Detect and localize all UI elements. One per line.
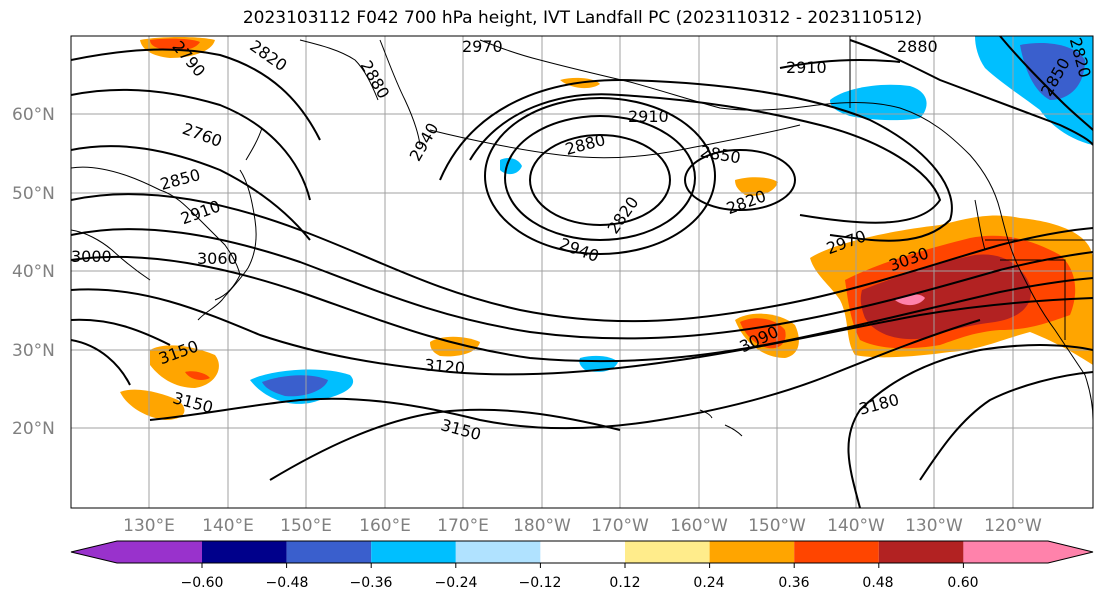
colorbar-outline	[70, 540, 1094, 564]
lon-label: 130°E	[123, 516, 175, 536]
contour-label: 3120	[424, 355, 466, 377]
lon-label: 160°W	[670, 516, 728, 536]
colorbar-segment	[202, 541, 287, 563]
plot-frame	[70, 35, 1094, 509]
contour-label: 3060	[197, 249, 238, 268]
colorbar-tick-label: 0.48	[862, 575, 893, 591]
colorbar-ticks: −0.60 −0.48 −0.36 −0.24 −0.12 0.12 0.24 …	[181, 575, 979, 591]
colorbar-extend-low	[71, 541, 117, 563]
lat-label: 60°N	[12, 105, 55, 125]
lat-label: 30°N	[12, 341, 55, 361]
map-title: 2023103112 F042 700 hPa height, IVT Land…	[242, 8, 923, 28]
lon-label: 140°E	[202, 516, 254, 536]
lon-label: 140°W	[827, 516, 885, 536]
lat-label: 50°N	[12, 184, 55, 204]
colorbar-tick-label: 0.24	[693, 575, 724, 591]
lon-label: 180°W	[513, 516, 571, 536]
latitude-labels: 60°N 50°N 40°N 30°N 20°N	[12, 105, 55, 439]
colorbar-segment	[794, 541, 879, 563]
contour-label: 2910	[628, 107, 669, 126]
colorbar-tick-label: 0.60	[947, 575, 978, 591]
ivt-shading	[120, 36, 1093, 420]
lon-label: 150°W	[748, 516, 806, 536]
contour-label: 3000	[71, 247, 112, 266]
lon-label: 160°E	[359, 516, 411, 536]
colorbar-segment	[709, 541, 795, 563]
lon-label: 150°E	[280, 516, 332, 536]
colorbar-segment	[455, 541, 541, 563]
colorbar-segment	[371, 541, 456, 563]
colorbar-segment	[540, 541, 625, 563]
lon-label: 120°W	[984, 516, 1042, 536]
colorbar-tick-label: 0.36	[778, 575, 809, 591]
contour-label: 2880	[897, 37, 938, 56]
colorbar-extend-high	[1048, 541, 1093, 563]
contour-label: 2970	[462, 37, 503, 56]
lat-label: 40°N	[12, 262, 55, 282]
longitude-labels: 130°E 140°E 150°E 160°E 170°E 180°W 170°…	[123, 516, 1042, 536]
colorbar-tick-label: −0.48	[266, 575, 309, 591]
colorbar-segment	[625, 541, 710, 563]
contour-label: 2910	[786, 58, 827, 77]
lon-label: 170°E	[437, 516, 489, 536]
colorbar-segment	[117, 541, 202, 563]
contour-labels: 2790 2820 2880 2970 2880 2910 2760 2940 …	[71, 36, 1093, 444]
height-contours	[71, 36, 1093, 508]
colorbar-tick-label: 0.12	[609, 575, 640, 591]
lon-label: 170°W	[591, 516, 649, 536]
colorbar-tick-label: −0.60	[181, 575, 224, 591]
colorbar-segment	[878, 541, 964, 563]
colorbar-tick-label: −0.36	[350, 575, 393, 591]
lat-label: 20°N	[12, 419, 55, 439]
colorbar-segment	[963, 541, 1048, 563]
lon-label: 130°W	[905, 516, 963, 536]
colorbar-tick-label: −0.12	[519, 575, 562, 591]
colorbar	[70, 540, 1094, 568]
colorbar-segment	[286, 541, 372, 563]
colorbar-tick-label: −0.24	[435, 575, 478, 591]
